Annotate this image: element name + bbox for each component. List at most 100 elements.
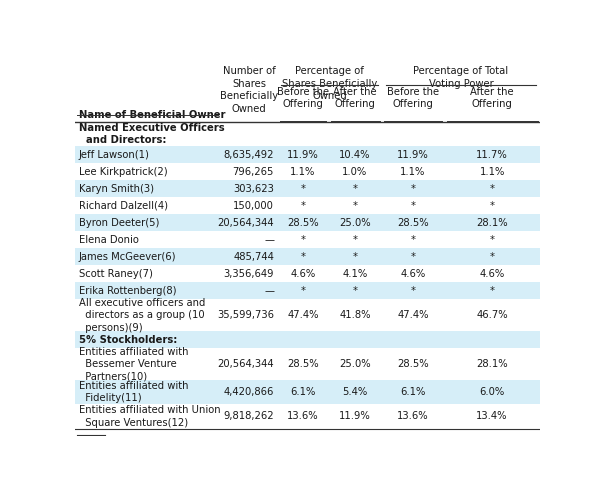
Bar bbox=[75, 65, 540, 122]
Bar bbox=[75, 299, 540, 331]
Text: Karyn Smith(3): Karyn Smith(3) bbox=[79, 184, 154, 194]
Text: 4.1%: 4.1% bbox=[343, 269, 368, 279]
Text: 11.9%: 11.9% bbox=[339, 412, 371, 421]
Text: After the
Offering: After the Offering bbox=[333, 87, 377, 109]
Text: 13.4%: 13.4% bbox=[476, 412, 508, 421]
Text: 1.1%: 1.1% bbox=[479, 167, 505, 176]
Text: *: * bbox=[490, 201, 494, 211]
Text: 13.6%: 13.6% bbox=[287, 412, 319, 421]
Text: 4.6%: 4.6% bbox=[290, 269, 316, 279]
Text: —: — bbox=[264, 286, 274, 296]
Text: 796,265: 796,265 bbox=[233, 167, 274, 176]
Text: Elena Donio: Elena Donio bbox=[79, 235, 139, 245]
Text: 6.1%: 6.1% bbox=[400, 387, 426, 397]
Text: 47.4%: 47.4% bbox=[287, 310, 319, 320]
Text: 28.5%: 28.5% bbox=[287, 218, 319, 228]
Text: *: * bbox=[352, 201, 358, 211]
Text: Entities affiliated with
  Bessemer Venture
  Partners(10): Entities affiliated with Bessemer Ventur… bbox=[79, 346, 188, 381]
Text: 28.5%: 28.5% bbox=[397, 218, 429, 228]
Bar bbox=[75, 265, 540, 282]
Bar bbox=[75, 231, 540, 248]
Text: Before the
Offering: Before the Offering bbox=[277, 87, 329, 109]
Text: 9,818,262: 9,818,262 bbox=[223, 412, 274, 421]
Text: Scott Raney(7): Scott Raney(7) bbox=[79, 269, 152, 279]
Text: Before the
Offering: Before the Offering bbox=[387, 87, 439, 109]
Text: *: * bbox=[410, 201, 416, 211]
Text: *: * bbox=[352, 184, 358, 194]
Text: Name of Beneficial Owner: Name of Beneficial Owner bbox=[79, 110, 225, 120]
Text: 6.1%: 6.1% bbox=[290, 387, 316, 397]
Bar bbox=[75, 146, 540, 163]
Text: 150,000: 150,000 bbox=[233, 201, 274, 211]
Text: Richard Dalzell(4): Richard Dalzell(4) bbox=[79, 201, 168, 211]
Text: Percentage of
Shares Beneficially
Owned: Percentage of Shares Beneficially Owned bbox=[282, 66, 377, 101]
Text: 3,356,649: 3,356,649 bbox=[224, 269, 274, 279]
Text: 20,564,344: 20,564,344 bbox=[217, 218, 274, 228]
Bar bbox=[75, 380, 540, 404]
Text: 35,599,736: 35,599,736 bbox=[217, 310, 274, 320]
Text: 28.5%: 28.5% bbox=[287, 359, 319, 369]
Text: *: * bbox=[410, 235, 416, 245]
Text: Entities affiliated with
  Fidelity(11): Entities affiliated with Fidelity(11) bbox=[79, 381, 188, 403]
Text: *: * bbox=[352, 286, 358, 296]
Text: After the
Offering: After the Offering bbox=[470, 87, 514, 109]
Bar bbox=[75, 197, 540, 214]
Text: *: * bbox=[490, 286, 494, 296]
Text: 41.8%: 41.8% bbox=[339, 310, 371, 320]
Text: 4,420,866: 4,420,866 bbox=[224, 387, 274, 397]
Bar bbox=[75, 180, 540, 197]
Text: *: * bbox=[352, 252, 358, 262]
Text: 1.1%: 1.1% bbox=[400, 167, 426, 176]
Text: James McGeever(6): James McGeever(6) bbox=[79, 252, 176, 262]
Text: 6.0%: 6.0% bbox=[479, 387, 505, 397]
Text: 5.4%: 5.4% bbox=[343, 387, 368, 397]
Text: Number of
Shares
Beneficially
Owned: Number of Shares Beneficially Owned bbox=[220, 66, 278, 114]
Text: Named Executive Officers
  and Directors:: Named Executive Officers and Directors: bbox=[79, 122, 224, 145]
Text: 46.7%: 46.7% bbox=[476, 310, 508, 320]
Text: 4.6%: 4.6% bbox=[400, 269, 425, 279]
Text: *: * bbox=[301, 252, 305, 262]
Text: 13.6%: 13.6% bbox=[397, 412, 429, 421]
Bar bbox=[75, 214, 540, 231]
Text: 25.0%: 25.0% bbox=[339, 218, 371, 228]
Bar bbox=[75, 282, 540, 299]
Bar bbox=[75, 163, 540, 180]
Text: 1.1%: 1.1% bbox=[290, 167, 316, 176]
Bar bbox=[75, 122, 540, 146]
Text: *: * bbox=[301, 184, 305, 194]
Text: *: * bbox=[301, 235, 305, 245]
Text: 11.7%: 11.7% bbox=[476, 149, 508, 160]
Bar bbox=[75, 348, 540, 380]
Bar bbox=[75, 331, 540, 348]
Text: Jeff Lawson(1): Jeff Lawson(1) bbox=[79, 149, 149, 160]
Text: 28.1%: 28.1% bbox=[476, 359, 508, 369]
Text: *: * bbox=[301, 286, 305, 296]
Text: 303,623: 303,623 bbox=[233, 184, 274, 194]
Text: Lee Kirkpatrick(2): Lee Kirkpatrick(2) bbox=[79, 167, 167, 176]
Text: —: — bbox=[264, 235, 274, 245]
Text: Erika Rottenberg(8): Erika Rottenberg(8) bbox=[79, 286, 176, 296]
Text: 10.4%: 10.4% bbox=[339, 149, 371, 160]
Text: Byron Deeter(5): Byron Deeter(5) bbox=[79, 218, 159, 228]
Bar bbox=[75, 248, 540, 265]
Text: All executive officers and
  directors as a group (10
  persons)(9): All executive officers and directors as … bbox=[79, 298, 205, 333]
Text: 28.1%: 28.1% bbox=[476, 218, 508, 228]
Text: 1.0%: 1.0% bbox=[343, 167, 368, 176]
Text: 20,564,344: 20,564,344 bbox=[217, 359, 274, 369]
Text: 47.4%: 47.4% bbox=[397, 310, 429, 320]
Bar bbox=[75, 404, 540, 429]
Text: 11.9%: 11.9% bbox=[287, 149, 319, 160]
Text: *: * bbox=[301, 201, 305, 211]
Text: *: * bbox=[352, 235, 358, 245]
Text: *: * bbox=[490, 252, 494, 262]
Text: 11.9%: 11.9% bbox=[397, 149, 429, 160]
Text: Entities affiliated with Union
  Square Ventures(12): Entities affiliated with Union Square Ve… bbox=[79, 405, 220, 428]
Text: 4.6%: 4.6% bbox=[479, 269, 505, 279]
Text: *: * bbox=[410, 286, 416, 296]
Text: 8,635,492: 8,635,492 bbox=[224, 149, 274, 160]
Text: *: * bbox=[490, 184, 494, 194]
Text: *: * bbox=[410, 252, 416, 262]
Text: 25.0%: 25.0% bbox=[339, 359, 371, 369]
Text: *: * bbox=[410, 184, 416, 194]
Text: 28.5%: 28.5% bbox=[397, 359, 429, 369]
